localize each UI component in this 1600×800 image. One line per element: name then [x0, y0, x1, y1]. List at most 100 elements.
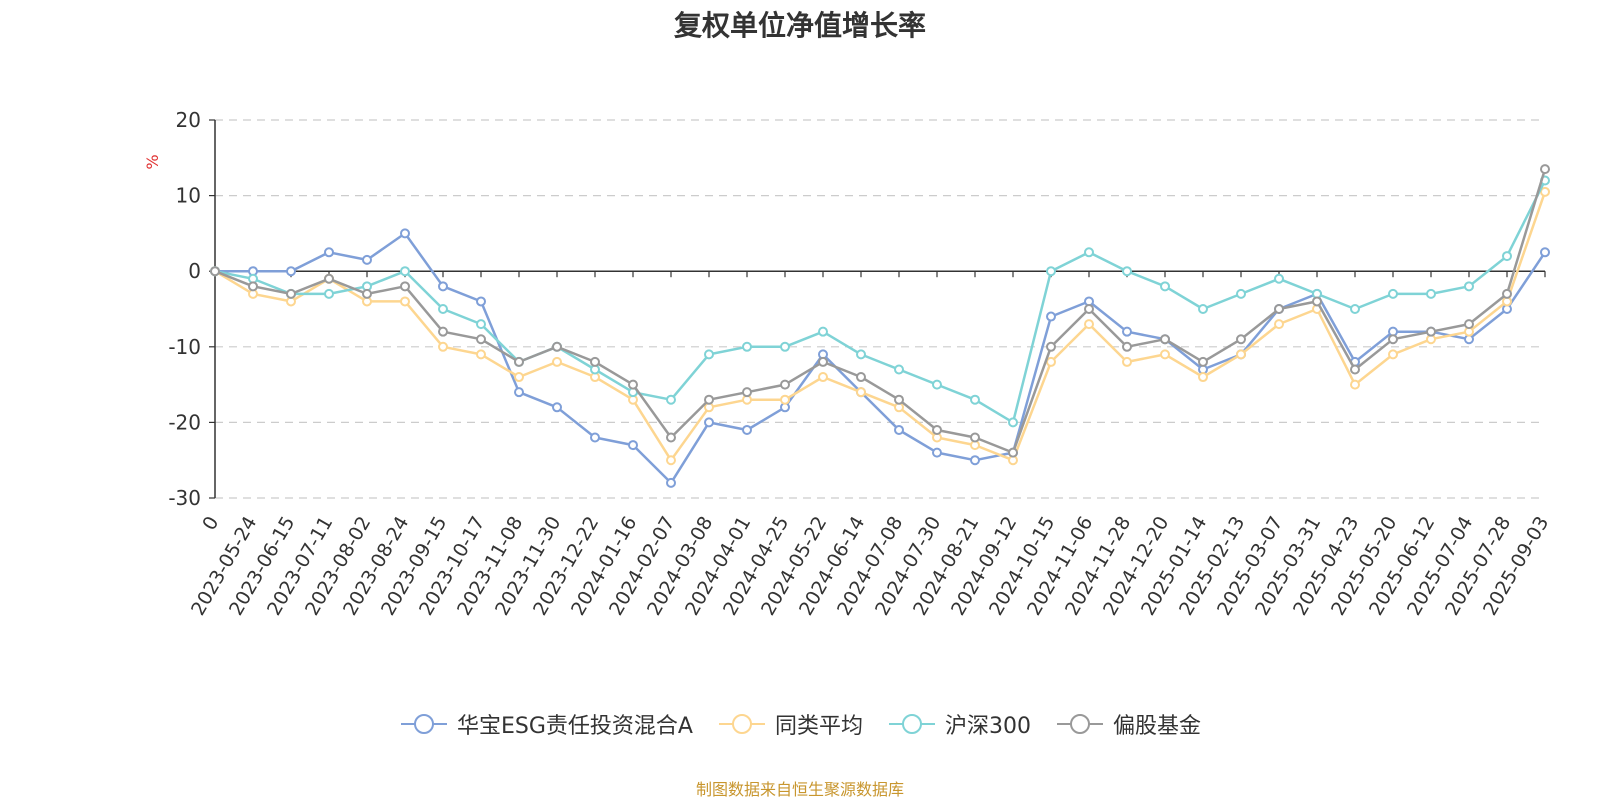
legend-item-1[interactable]: 华宝ESG责任投资混合A	[399, 708, 693, 740]
series-2-point	[1236, 349, 1246, 360]
legend-swatch-icon	[718, 714, 765, 734]
series-4-point	[552, 341, 562, 352]
series-3-point	[666, 394, 676, 405]
series-3-point	[1350, 304, 1360, 314]
series-4-point	[932, 424, 942, 435]
series-4-point	[1502, 288, 1512, 299]
y-tick-label: 0	[188, 259, 201, 283]
series-1-point	[400, 228, 410, 239]
series-4-point	[894, 394, 904, 405]
line-chart: 20100-10-20-30%02023-05-242023-06-152023…	[143, 108, 1553, 619]
series-4-point	[1274, 304, 1284, 314]
series-line-4	[214, 168, 1547, 454]
y-tick-label: -30	[168, 486, 201, 510]
series-1-point	[932, 447, 942, 458]
series-3-point	[1198, 304, 1208, 314]
series-4-point	[1198, 356, 1208, 367]
series-2-point	[1540, 186, 1550, 197]
series-1-point	[438, 281, 448, 292]
series-1-point	[514, 387, 524, 398]
series-4-point	[818, 356, 828, 367]
series-4-point	[1540, 164, 1550, 175]
y-tick-label: 10	[176, 184, 201, 208]
series-3-point	[400, 266, 410, 277]
series-4-point	[856, 372, 866, 383]
series-2-point	[514, 372, 524, 383]
chart-title: 复权单位净值增长率	[673, 9, 926, 42]
legend-label: 偏股基金	[1112, 714, 1201, 739]
legend-item-4[interactable]: 偏股基金	[1055, 708, 1201, 740]
series-1-point	[970, 455, 980, 466]
series-3-point	[1046, 266, 1056, 277]
series-4-point	[248, 281, 258, 292]
series-3-point	[780, 341, 790, 352]
series-4-point	[1388, 334, 1398, 345]
series-2-point	[666, 455, 676, 466]
y-tick-label: -20	[168, 410, 201, 434]
legend-swatch-icon	[401, 714, 447, 734]
series-4-point	[590, 356, 600, 367]
series-line-2	[214, 191, 1547, 462]
series-1-point	[1540, 247, 1550, 258]
series-3-point	[932, 379, 942, 390]
series-4-point	[666, 432, 676, 443]
legend-item-3[interactable]: 沪深300	[887, 708, 1031, 740]
series-3-point	[1388, 288, 1398, 299]
series-2-point	[552, 356, 562, 367]
series-2-point	[476, 349, 486, 360]
series-1-point	[286, 266, 296, 277]
series-1-point	[1122, 326, 1132, 337]
series-1-point	[590, 432, 600, 443]
series-4-point	[1350, 364, 1360, 375]
series-2-point	[1198, 372, 1208, 383]
legend-swatch-icon	[1056, 714, 1103, 734]
series-2-point	[438, 341, 448, 352]
series-4-point	[1160, 334, 1170, 345]
series-4-point	[324, 273, 334, 284]
series-4-point	[1464, 319, 1474, 330]
series-4-point	[742, 387, 752, 398]
series-3-point	[1008, 417, 1018, 428]
series-3-point	[856, 349, 866, 360]
series-1-point	[362, 254, 372, 265]
y-tick-label: 20	[176, 108, 201, 132]
series-2-point	[818, 372, 828, 383]
series-1-point	[704, 417, 714, 428]
series-3-point	[970, 394, 980, 405]
series-4-point	[1084, 304, 1094, 314]
series-3-point	[1502, 251, 1512, 262]
series-4-point	[704, 394, 714, 405]
series-1-point	[324, 247, 334, 258]
series-2-point	[856, 387, 866, 398]
series-4-point	[286, 288, 296, 299]
legend-label: 沪深300	[944, 714, 1031, 739]
series-2-point	[1350, 379, 1360, 390]
series-3-point	[704, 349, 714, 360]
series-2-point	[1046, 356, 1056, 367]
data-source-note: 制图数据来自恒生聚源数据库	[695, 780, 904, 799]
series-3-point	[1464, 281, 1474, 292]
series-1-point	[894, 424, 904, 435]
y-tick-label: -10	[168, 335, 201, 359]
series-1-point	[552, 402, 562, 413]
series-4-point	[1008, 447, 1018, 458]
series-3-point	[438, 304, 448, 314]
legend-label: 华宝ESG责任投资混合A	[457, 714, 693, 739]
x-tick-label: 0	[198, 513, 223, 534]
series-4-point	[1236, 334, 1246, 345]
series-4-point	[970, 432, 980, 443]
series-3-point	[1084, 247, 1094, 258]
series-4-point	[780, 379, 790, 390]
series-3-point	[1274, 273, 1284, 284]
series-1-point	[742, 424, 752, 435]
series-line-1	[215, 232, 1547, 485]
series-line-3	[214, 179, 1547, 424]
series-4-point	[1046, 341, 1056, 352]
series-2-point	[1388, 349, 1398, 360]
legend-item-2[interactable]: 同类平均	[717, 708, 863, 740]
series-3-point	[1236, 288, 1246, 299]
series-3-point	[1160, 281, 1170, 292]
series-2-point	[1084, 319, 1094, 330]
series-4-point	[1122, 341, 1132, 352]
